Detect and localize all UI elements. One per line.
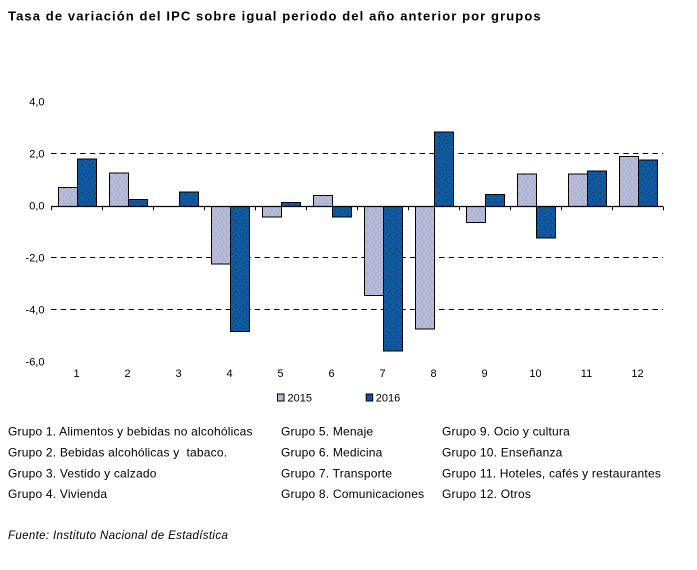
svg-text:Grupo 5. Menaje: Grupo 5. Menaje (281, 425, 374, 439)
svg-text:5: 5 (277, 368, 283, 380)
svg-text:2015: 2015 (288, 392, 312, 404)
svg-text:11: 11 (581, 368, 592, 380)
svg-text:Grupo 6. Medicina: Grupo 6. Medicina (281, 445, 383, 459)
svg-text:Grupo 2. Bebidas alcohólicas y: Grupo 2. Bebidas alcohólicas y tabaco. (8, 445, 227, 459)
svg-text:4,0: 4,0 (29, 97, 44, 109)
svg-text:2016: 2016 (376, 392, 400, 404)
svg-text:Fuente: Instituto Nacional de: Fuente: Instituto Nacional de Estadístic… (8, 530, 228, 542)
svg-text:Grupo 10. Enseñanza: Grupo 10. Enseñanza (442, 445, 563, 459)
svg-text:1: 1 (73, 368, 79, 380)
svg-text:Grupo 4. Vivienda: Grupo 4. Vivienda (8, 487, 107, 501)
svg-text:3: 3 (175, 368, 181, 380)
svg-text:2: 2 (124, 368, 130, 380)
svg-text:2,0: 2,0 (29, 149, 44, 161)
svg-text:Grupo 9. Ocio y cultura: Grupo 9. Ocio y cultura (442, 425, 570, 439)
svg-text:4: 4 (226, 368, 232, 380)
svg-text:7: 7 (379, 368, 385, 380)
svg-text:-6,0: -6,0 (26, 357, 45, 369)
svg-text:0,0: 0,0 (29, 201, 44, 213)
svg-text:Grupo 3. Vestido y calzado: Grupo 3. Vestido y calzado (8, 466, 157, 480)
svg-text:Grupo 12. Otros: Grupo 12. Otros (442, 487, 531, 501)
svg-text:10: 10 (529, 368, 541, 380)
svg-text:12: 12 (631, 368, 643, 380)
svg-text:Grupo 7. Transporte: Grupo 7. Transporte (281, 466, 392, 480)
svg-text:6: 6 (328, 368, 334, 380)
svg-text:Grupo 8. Comunicaciones: Grupo 8. Comunicaciones (281, 487, 424, 501)
svg-text:Grupo 1. Alimentos y bebidas n: Grupo 1. Alimentos y bebidas no alcohóli… (8, 425, 253, 439)
svg-text:Grupo 11. Hoteles, cafés y res: Grupo 11. Hoteles, cafés y restaurantes (442, 466, 661, 480)
svg-text:Tasa de variación del IPC sobr: Tasa de variación del IPC sobre igual pe… (8, 8, 542, 23)
svg-text:9: 9 (481, 368, 487, 380)
svg-text:-4,0: -4,0 (26, 305, 45, 317)
svg-text:8: 8 (430, 368, 436, 380)
svg-text:-2,0: -2,0 (26, 253, 45, 265)
